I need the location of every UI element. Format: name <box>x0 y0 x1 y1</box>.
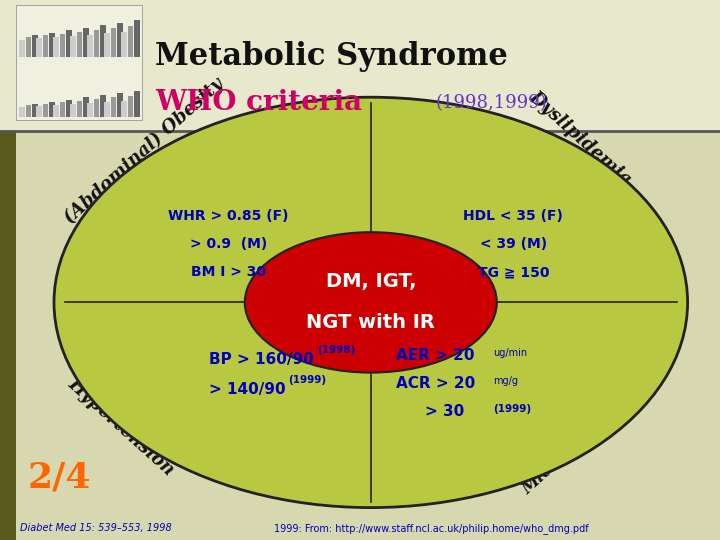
Text: HDL < 35 (F): HDL < 35 (F) <box>464 209 563 223</box>
Bar <box>134 20 140 57</box>
Text: < 39 (M): < 39 (M) <box>480 237 547 251</box>
Bar <box>104 102 110 117</box>
Bar <box>127 96 133 117</box>
Bar <box>0 0 720 131</box>
Text: BM I > 30: BM I > 30 <box>191 265 266 279</box>
Bar <box>26 37 32 57</box>
Bar <box>16 5 142 120</box>
Bar <box>49 102 55 117</box>
Bar <box>42 36 48 57</box>
Bar <box>127 26 133 57</box>
Text: > 140/90: > 140/90 <box>210 382 286 397</box>
Bar <box>121 101 127 117</box>
Text: TG ≧ 150: TG ≧ 150 <box>477 265 549 279</box>
Bar <box>76 32 82 57</box>
Bar <box>37 38 42 57</box>
Bar <box>66 99 72 117</box>
Text: (1999): (1999) <box>289 375 327 385</box>
Bar <box>32 35 37 57</box>
Text: (1998): (1998) <box>318 345 356 355</box>
Bar <box>0 131 16 540</box>
Text: > 0.9  (M): > 0.9 (M) <box>189 237 267 251</box>
Bar <box>66 30 72 57</box>
Text: BP > 160/90: BP > 160/90 <box>210 353 314 367</box>
Text: (1999): (1999) <box>493 404 531 414</box>
Bar <box>94 99 99 117</box>
Bar <box>76 100 82 117</box>
Bar <box>60 33 66 57</box>
Bar <box>111 28 117 57</box>
Bar <box>71 36 76 57</box>
Text: WHO criteria: WHO criteria <box>155 89 362 116</box>
Bar <box>60 102 66 117</box>
Bar <box>37 106 42 117</box>
Text: ug/min: ug/min <box>493 348 528 358</box>
Text: NGT with IR: NGT with IR <box>307 313 435 333</box>
Text: Diabet Med 15: 539–553, 1998: Diabet Med 15: 539–553, 1998 <box>20 523 172 533</box>
Bar <box>134 91 140 117</box>
Text: WHR > 0.85 (F): WHR > 0.85 (F) <box>168 209 289 223</box>
Text: > 30: > 30 <box>425 404 464 420</box>
Text: 2/4: 2/4 <box>27 461 91 495</box>
Ellipse shape <box>245 232 497 373</box>
Bar <box>104 33 110 57</box>
Text: Microalbuminuria: Microalbuminuria <box>518 372 656 498</box>
Text: Hypertension: Hypertension <box>65 374 178 479</box>
Bar <box>19 106 25 117</box>
Bar <box>19 39 25 57</box>
Bar <box>87 103 93 117</box>
Bar <box>100 95 106 117</box>
Bar <box>100 25 106 57</box>
Bar <box>117 23 122 57</box>
Text: AER > 20: AER > 20 <box>396 348 474 363</box>
Text: 1999: From: http://www.staff.ncl.ac.uk/philip.home/who_dmg.pdf: 1999: From: http://www.staff.ncl.ac.uk/p… <box>274 523 588 534</box>
Bar <box>83 97 89 117</box>
Bar <box>87 35 93 57</box>
Text: DM, IGT,: DM, IGT, <box>325 272 416 292</box>
Text: Metabolic Syndrome: Metabolic Syndrome <box>155 41 508 72</box>
Bar <box>71 104 76 117</box>
Bar <box>42 104 48 117</box>
Text: (1998,1999): (1998,1999) <box>436 93 547 112</box>
Ellipse shape <box>54 97 688 508</box>
Bar <box>117 93 122 117</box>
Bar <box>121 32 127 57</box>
Text: mg/g: mg/g <box>493 376 518 386</box>
Bar <box>111 97 117 117</box>
Text: ACR > 20: ACR > 20 <box>396 376 475 392</box>
Bar <box>83 28 89 57</box>
Text: (Abdominal) Obesity: (Abdominal) Obesity <box>61 75 228 227</box>
Bar <box>26 105 32 117</box>
Bar <box>53 37 59 57</box>
Bar <box>49 33 55 57</box>
Bar <box>94 30 99 57</box>
Bar <box>53 105 59 117</box>
Bar <box>32 104 37 117</box>
Text: Dyslipidemia: Dyslipidemia <box>526 87 635 188</box>
